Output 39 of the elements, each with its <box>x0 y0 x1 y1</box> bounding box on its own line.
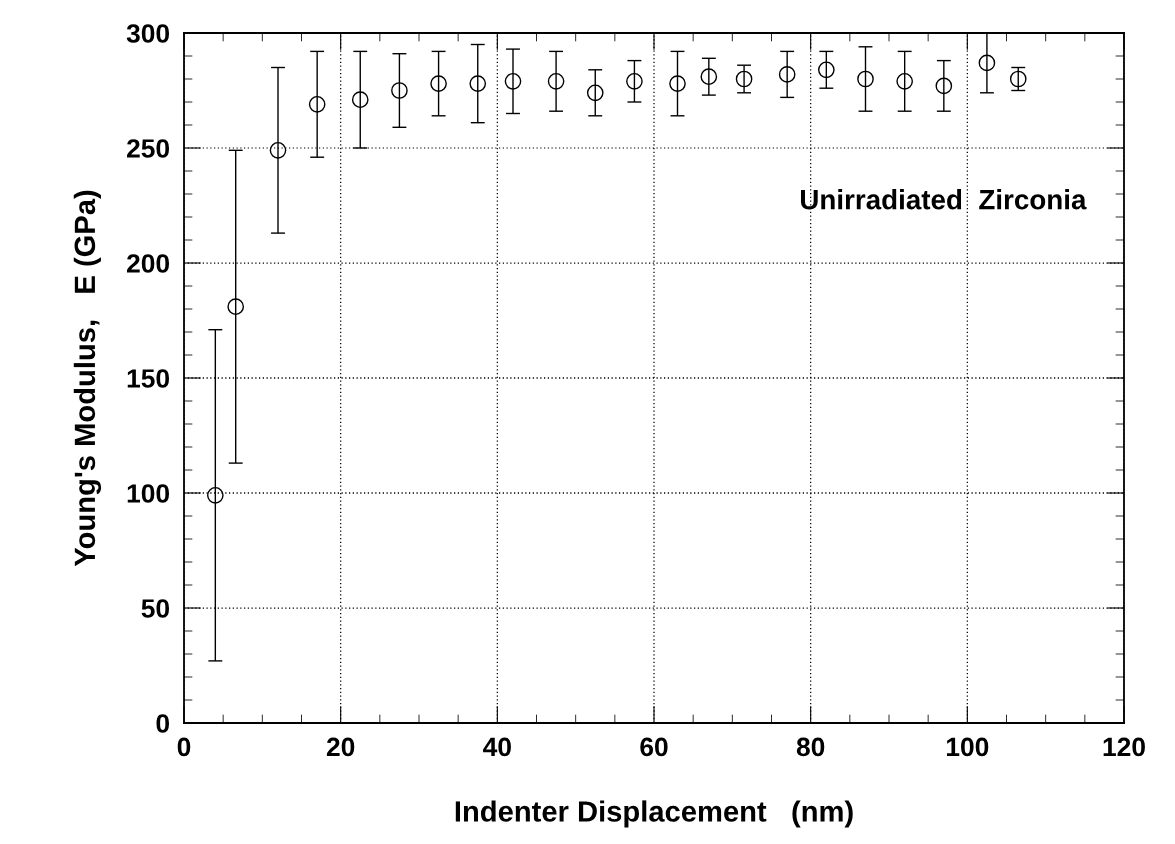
point <box>269 141 287 159</box>
x-tick-label: 80 <box>796 737 825 757</box>
y-tick-label: 150 <box>127 369 170 388</box>
x-tick-label: 40 <box>483 737 511 757</box>
point <box>430 75 447 92</box>
point <box>586 84 604 102</box>
point <box>351 91 369 109</box>
point <box>669 75 686 92</box>
point <box>504 72 522 90</box>
point <box>391 82 408 99</box>
y-tick-label: 300 <box>126 24 170 43</box>
point <box>308 95 326 113</box>
x-tick-label: 60 <box>640 737 668 757</box>
x-tick-label: 100 <box>946 737 989 757</box>
point <box>735 70 753 88</box>
annotation: Unirradiated Zirconia <box>800 189 1087 210</box>
x-tick-label: 0 <box>177 737 191 757</box>
point <box>778 66 796 83</box>
y-tick-label: 0 <box>156 714 170 733</box>
x-tick-label: 20 <box>326 737 355 757</box>
point <box>857 70 874 88</box>
y-tick-label: 200 <box>127 254 170 273</box>
point <box>547 72 565 90</box>
y-tick-label: 100 <box>127 484 170 503</box>
point <box>206 486 224 504</box>
y-tick-label: 50 <box>141 599 170 618</box>
point <box>227 298 245 316</box>
point <box>626 72 643 90</box>
point <box>1009 70 1027 88</box>
point <box>817 61 835 79</box>
x-axis-title: Indenter Displacement (nm) <box>455 800 853 828</box>
point <box>469 75 487 92</box>
point <box>896 72 914 90</box>
point <box>978 54 996 72</box>
y-tick-label: 250 <box>127 139 170 158</box>
x-tick-label: 120 <box>1103 737 1145 757</box>
point <box>700 68 718 86</box>
y-axis-title: Young's Modulus, E (GPa) <box>73 190 102 567</box>
point <box>935 77 953 95</box>
